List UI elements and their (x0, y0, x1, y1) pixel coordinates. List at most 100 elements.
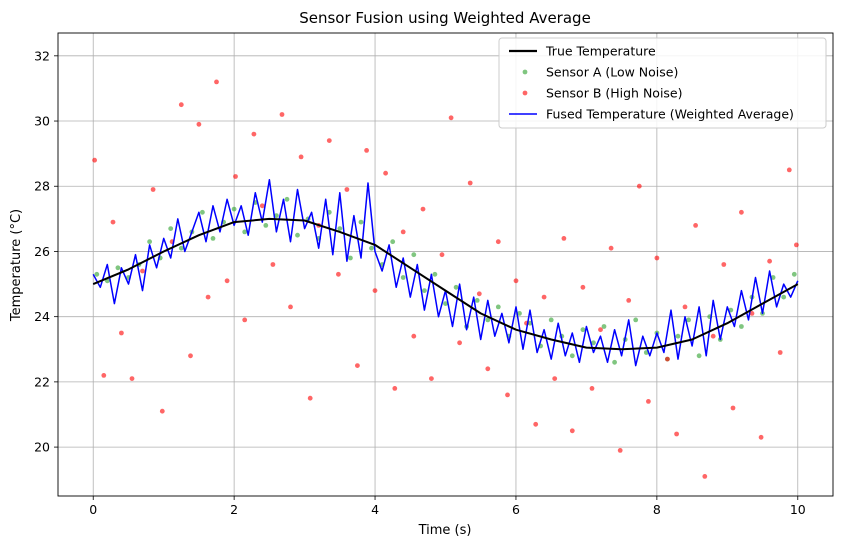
y-axis-label: Temperature (°C) (9, 209, 24, 322)
series-2-point (608, 245, 614, 251)
series-1-point (781, 294, 787, 300)
series-2-point (533, 421, 539, 427)
series-2-point (110, 219, 116, 225)
series-1-point (453, 284, 459, 290)
series-1-point (200, 209, 205, 215)
series-1-point (210, 236, 216, 241)
series-2-point (259, 203, 265, 209)
series-1-point (739, 324, 744, 329)
series-1-point (686, 317, 691, 323)
series-2-point (617, 448, 623, 453)
legend: True Temperature Sensor A (Low Noise) Sens… (498, 37, 827, 129)
series-1-point (348, 255, 353, 261)
series-2-point (674, 431, 679, 437)
chart-title: Sensor Fusion using Weighted Average (299, 9, 591, 27)
y-tick-label: 28 (34, 179, 50, 194)
series-2-point (767, 258, 772, 264)
series-2-point (224, 278, 230, 284)
series-2-point (129, 376, 135, 381)
x-tick-label: 4 (371, 502, 379, 517)
series-2-point (730, 405, 736, 411)
series-2-point (457, 340, 462, 346)
series-1-point (168, 226, 174, 232)
series-1-point (569, 353, 575, 359)
series-2-point (467, 180, 473, 186)
series-1-point (432, 271, 438, 277)
y-tick-label: 22 (34, 374, 50, 389)
series-2-point (758, 434, 764, 440)
series-1-point (411, 252, 417, 258)
series-2-point (344, 187, 350, 192)
series-2-point (749, 311, 755, 316)
series-2-point (101, 373, 107, 378)
series-2-points (92, 79, 799, 479)
series-2-point (721, 262, 727, 267)
series-2-point (196, 121, 202, 127)
y-tick-label: 20 (34, 440, 50, 455)
series-1-point (675, 333, 681, 339)
series-0-line (92, 217, 799, 351)
series-1-point (94, 271, 100, 277)
series-2-point (92, 157, 97, 163)
series-2-point (205, 294, 211, 300)
plot-data (92, 79, 799, 479)
series-2-point (626, 298, 632, 303)
series-2-point (476, 291, 482, 297)
y-tick-label: 26 (34, 244, 50, 259)
y-tick-label: 24 (34, 309, 50, 324)
series-1-point (485, 317, 491, 323)
x-tick-label: 6 (512, 502, 520, 517)
series-2-point (364, 148, 369, 153)
series-2-point (439, 252, 445, 258)
series-2-point (178, 102, 184, 108)
series-2-point (513, 278, 519, 284)
series-1-point (295, 232, 300, 238)
series-2-point (233, 174, 238, 179)
series-2-point (429, 376, 434, 381)
series-2-point (119, 330, 124, 336)
series-2-point (580, 284, 586, 290)
legend-entry: Fused Temperature (Weighted Average) (546, 107, 794, 122)
series-2-point (270, 262, 276, 267)
series-1-point (495, 304, 501, 310)
series-2-point (569, 428, 575, 434)
series-1-point (591, 340, 596, 346)
series-2-point (682, 304, 688, 310)
y-tick-label: 32 (34, 48, 50, 63)
series-1-point (369, 245, 374, 251)
x-tick-label: 2 (230, 502, 238, 517)
series-1-point (231, 206, 237, 212)
series-2-point (298, 154, 304, 160)
series-1-point (115, 265, 121, 271)
series-1-point (548, 317, 554, 323)
series-1-point (422, 288, 427, 293)
series-1-point (337, 226, 343, 232)
legend-box (498, 37, 827, 129)
series-1-point (612, 359, 617, 365)
series-2-point (794, 242, 799, 248)
series-2-point (777, 350, 783, 355)
series-2-point (505, 392, 510, 398)
series-1-point (284, 196, 290, 202)
series-1-point (527, 320, 533, 326)
series-2-point (400, 229, 406, 235)
legend-entry: Sensor A (Low Noise) (546, 65, 678, 80)
series-2-point (411, 333, 417, 339)
series-2-point (589, 386, 595, 391)
series-1-point (601, 324, 607, 329)
series-2-point (665, 356, 670, 362)
x-tick-label: 0 (89, 502, 97, 517)
series-2-point (561, 236, 567, 241)
series-2-point (188, 353, 193, 359)
series-1-point (358, 219, 364, 225)
x-tick-label: 8 (653, 502, 661, 517)
series-2-point (140, 268, 145, 274)
series-2-point (420, 206, 426, 212)
series-2-point (372, 288, 378, 293)
series-1-point (791, 271, 797, 277)
series-2-point (495, 239, 501, 245)
series-1-point (696, 353, 702, 359)
series-2-point (251, 131, 257, 137)
series-2-point (636, 183, 642, 189)
